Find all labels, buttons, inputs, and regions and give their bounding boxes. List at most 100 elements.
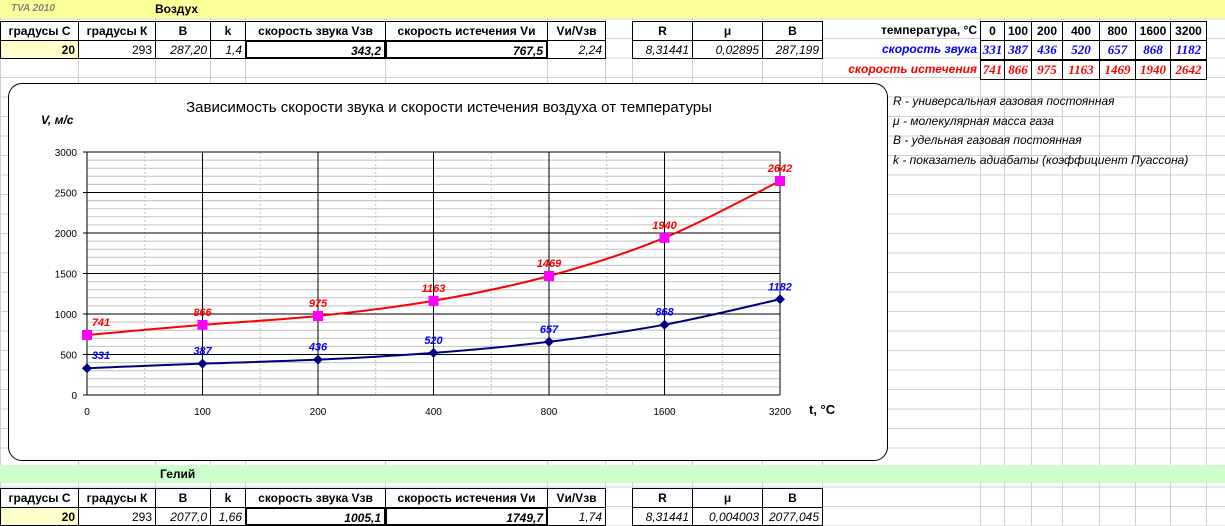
cell-value: 1,66 bbox=[210, 507, 246, 526]
column-header: R bbox=[632, 21, 693, 41]
gridline bbox=[1062, 0, 1063, 526]
column-header: 1600 bbox=[1135, 21, 1171, 41]
cell-value: 2077,0 bbox=[155, 507, 211, 526]
cell-value: 868 bbox=[1135, 40, 1171, 60]
cell-value: 20 bbox=[0, 507, 79, 526]
marker bbox=[544, 336, 554, 347]
y-tick-label: 1500 bbox=[55, 270, 78, 281]
cell-value: 741 bbox=[980, 59, 1005, 80]
marker bbox=[775, 175, 785, 186]
column-header: скорость истечения Vи bbox=[385, 488, 548, 508]
marker bbox=[82, 363, 92, 374]
section-title: Гелий bbox=[160, 467, 196, 481]
column-header: R bbox=[632, 488, 693, 508]
gridline bbox=[1206, 0, 1207, 526]
brand: TVA 2010 bbox=[11, 3, 55, 14]
column-header: 400 bbox=[1062, 21, 1100, 41]
data-label: 868 bbox=[655, 307, 674, 319]
column-header: B bbox=[155, 21, 211, 41]
cell-value: 1940 bbox=[1135, 59, 1171, 80]
y-tick-label: 3000 bbox=[55, 148, 78, 159]
cell-value: 287,20 bbox=[155, 40, 211, 59]
column-header: μ bbox=[692, 21, 763, 41]
note: B - удельная газовая постоянная bbox=[893, 133, 1082, 147]
data-label: 1940 bbox=[652, 220, 677, 232]
data-label: 657 bbox=[540, 324, 559, 336]
cell-value: 287,199 bbox=[762, 40, 823, 59]
chart-area: Зависимость скорости звука и скорости ис… bbox=[8, 83, 888, 461]
marker bbox=[775, 294, 785, 305]
column-header: градусы К bbox=[78, 21, 156, 41]
marker bbox=[659, 232, 670, 243]
cell-value: 0,004003 bbox=[692, 507, 763, 526]
row-label: скорость истечения bbox=[848, 61, 977, 76]
column-header: 3200 bbox=[1170, 21, 1207, 41]
cell-value: 2,24 bbox=[547, 40, 606, 59]
cell-value: 293 bbox=[78, 40, 156, 59]
cell-value: 657 bbox=[1099, 40, 1136, 60]
x-tick-label: 1600 bbox=[653, 407, 676, 418]
x-axis-label: t, °C bbox=[809, 402, 836, 417]
y-tick-label: 0 bbox=[71, 391, 77, 402]
cell-value: 1182 bbox=[1170, 40, 1207, 60]
column-header: скорость звука Vзв bbox=[245, 21, 386, 41]
cell-value: 1469 bbox=[1099, 59, 1136, 80]
gridline bbox=[0, 0, 1, 526]
x-tick-label: 800 bbox=[541, 407, 558, 418]
chart-title: Зависимость скорости звука и скорости ис… bbox=[186, 99, 712, 116]
cell-value: 975 bbox=[1031, 59, 1063, 80]
gridline bbox=[1135, 0, 1136, 526]
cell-value: 331 bbox=[980, 40, 1005, 60]
column-header: 100 bbox=[1004, 21, 1032, 41]
column-header: k bbox=[210, 21, 246, 41]
cell-value: 520 bbox=[1062, 40, 1100, 60]
cell-value: 1749,7 bbox=[385, 507, 548, 526]
cell-value: 293 bbox=[78, 507, 156, 526]
data-label: 866 bbox=[193, 307, 212, 319]
gridline bbox=[1099, 0, 1100, 526]
cell-value: 1005,1 bbox=[245, 507, 386, 526]
cell-value: 8,31441 bbox=[632, 507, 693, 526]
cell-value: 1163 bbox=[1062, 59, 1100, 80]
cell-value: 1,74 bbox=[547, 507, 606, 526]
marker bbox=[197, 358, 208, 369]
y-axis-label: V, м/с bbox=[41, 113, 74, 127]
column-header: 0 bbox=[980, 21, 1005, 41]
cell-value: 343,2 bbox=[245, 40, 386, 59]
marker bbox=[428, 295, 439, 306]
note: R - универсальная газовая постоянная bbox=[893, 94, 1115, 108]
cell-value: 8,31441 bbox=[632, 40, 693, 59]
cell-value: 436 bbox=[1031, 40, 1063, 60]
cell-value: 2077,045 bbox=[762, 507, 823, 526]
column-header: скорость истечения Vи bbox=[385, 21, 548, 41]
column-header: Vи/Vзв bbox=[547, 488, 606, 508]
x-tick-label: 3200 bbox=[769, 407, 792, 418]
cell-value: 0,02895 bbox=[692, 40, 763, 59]
note: μ - молекулярная масса газа bbox=[893, 113, 1054, 128]
row-header: температура, °C bbox=[880, 23, 977, 37]
gridline bbox=[1004, 0, 1005, 526]
data-label: 387 bbox=[193, 346, 212, 358]
cell-value: 387 bbox=[1004, 40, 1032, 60]
chart: Зависимость скорости звука и скорости ис… bbox=[41, 99, 836, 418]
gridline bbox=[1170, 0, 1171, 526]
marker bbox=[659, 319, 670, 330]
cell-value: 1,4 bbox=[210, 40, 246, 59]
gridline bbox=[1031, 0, 1032, 526]
column-header: B bbox=[762, 488, 823, 508]
data-label: 1163 bbox=[422, 283, 446, 295]
marker bbox=[197, 319, 208, 330]
row-label: скорость звука bbox=[881, 42, 977, 56]
marker bbox=[82, 329, 92, 340]
x-tick-label: 200 bbox=[310, 407, 327, 418]
data-label: 520 bbox=[424, 335, 443, 347]
data-label: 436 bbox=[308, 342, 328, 354]
data-label: 331 bbox=[92, 350, 110, 362]
cell-value: 866 bbox=[1004, 59, 1032, 80]
data-label: 2642 bbox=[767, 163, 792, 175]
x-tick-label: 100 bbox=[194, 407, 211, 418]
column-header: 200 bbox=[1031, 21, 1063, 41]
note: k - показатель адиабаты (коэффициент Пуа… bbox=[893, 152, 1189, 167]
cell-value: 2642 bbox=[1170, 59, 1207, 80]
column-header: B bbox=[155, 488, 211, 508]
